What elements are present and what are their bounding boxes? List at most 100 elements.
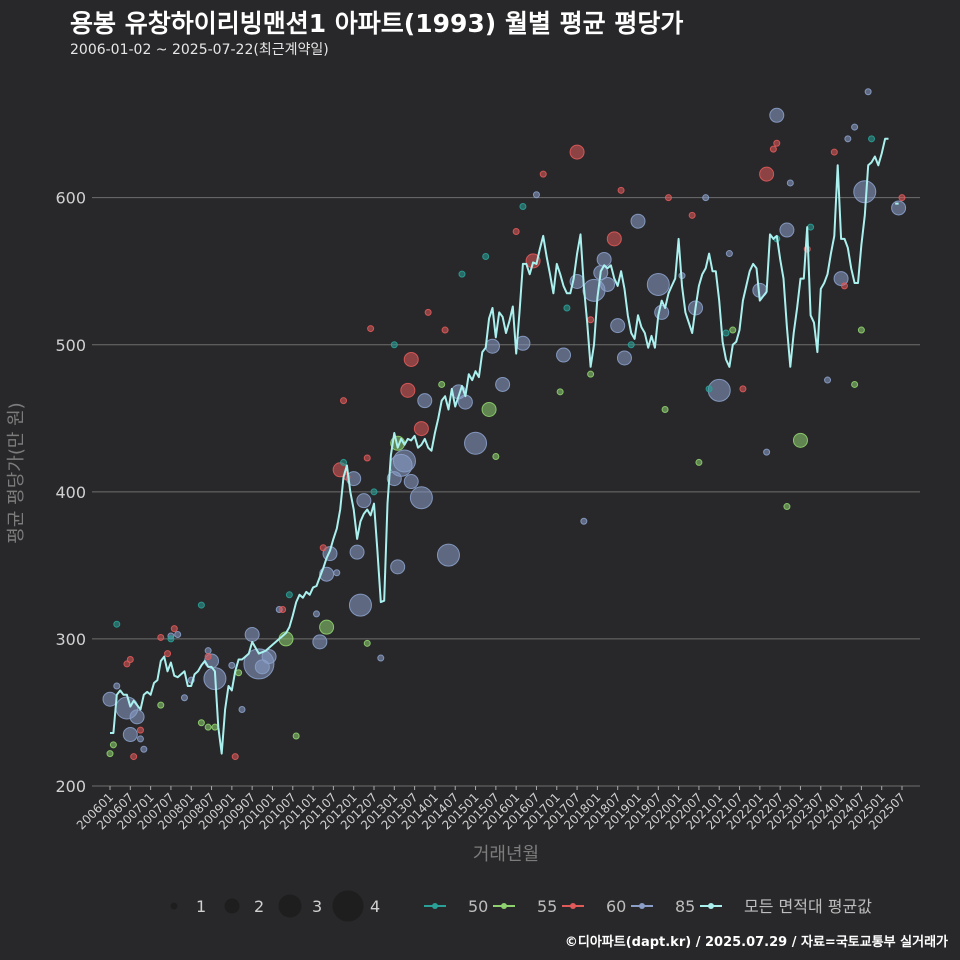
- data-point-50: [705, 385, 713, 393]
- data-point-85: [844, 135, 852, 143]
- data-point-55: [556, 388, 564, 396]
- data-point-85: [180, 694, 188, 702]
- data-point-55: [729, 326, 737, 334]
- color-legend-label: 50: [468, 897, 488, 916]
- data-point-85: [616, 350, 632, 366]
- data-point-60: [403, 351, 419, 367]
- color-legend-key: [639, 903, 645, 909]
- data-point-55: [319, 619, 335, 635]
- data-point-85: [377, 654, 385, 662]
- data-point-55: [481, 401, 497, 417]
- color-legend-label: 55: [537, 897, 557, 916]
- data-point-60: [204, 653, 212, 661]
- data-point-85: [174, 631, 182, 639]
- chart-title: 용봉 유창하이리빙맨션1 아파트(1993) 월별 평균 평당가: [70, 9, 684, 38]
- color-legend-label: 모든 면적대 평균값: [744, 897, 872, 916]
- data-point-85: [417, 393, 433, 409]
- data-point-60: [688, 211, 696, 219]
- data-point-60: [569, 144, 585, 160]
- data-point-85: [436, 543, 460, 567]
- data-point-60: [279, 606, 287, 613]
- data-point-60: [898, 194, 906, 202]
- color-legend-key: [570, 903, 576, 909]
- data-point-50: [868, 135, 876, 143]
- data-point-50: [458, 270, 466, 278]
- data-point-85: [261, 649, 277, 665]
- y-tick-label: 400: [55, 483, 86, 502]
- data-point-85: [312, 610, 320, 618]
- data-point-55: [211, 723, 219, 731]
- data-point-85: [254, 659, 270, 675]
- data-point-50: [722, 329, 730, 337]
- y-tick-label: 500: [55, 336, 86, 355]
- data-point-85: [702, 194, 710, 202]
- data-point-55: [109, 741, 117, 749]
- data-point-60: [157, 633, 165, 641]
- data-point-55: [197, 719, 205, 727]
- data-point-50: [370, 488, 378, 496]
- data-point-85: [580, 517, 588, 525]
- data-point-50: [285, 591, 293, 599]
- data-point-60: [759, 166, 775, 182]
- data-point-85: [654, 304, 670, 320]
- data-point-55: [492, 453, 500, 461]
- data-point-60: [773, 139, 781, 147]
- data-point-85: [824, 376, 832, 384]
- data-point-85: [140, 745, 148, 753]
- data-point-85: [228, 661, 236, 669]
- data-point-55: [438, 380, 446, 388]
- data-point-60: [830, 148, 838, 156]
- data-point-60: [170, 625, 178, 633]
- data-point-85: [864, 88, 872, 96]
- data-point-50: [340, 458, 348, 466]
- data-point-50: [807, 223, 815, 231]
- data-point-85: [244, 627, 260, 643]
- data-point-60: [840, 282, 848, 290]
- data-point-85: [484, 338, 500, 354]
- data-point-55: [695, 458, 703, 466]
- size-legend-label: 4: [370, 897, 380, 916]
- data-point-85: [348, 593, 372, 617]
- size-legend-key: [332, 890, 364, 922]
- chart-subtitle: 2006-01-02 ~ 2025-07-22(최근계약일): [70, 42, 329, 58]
- data-point-85: [403, 474, 419, 490]
- data-point-85: [409, 486, 433, 510]
- data-point-55: [851, 380, 859, 388]
- data-point-55: [106, 750, 114, 758]
- data-point-85: [646, 272, 670, 296]
- data-point-60: [413, 421, 429, 437]
- size-legend-label: 1: [196, 897, 206, 916]
- color-legend-label: 60: [606, 897, 626, 916]
- data-point-55: [857, 326, 865, 334]
- data-point-85: [390, 559, 406, 575]
- data-point-60: [126, 656, 134, 664]
- data-point-50: [563, 304, 571, 312]
- data-point-50: [390, 341, 398, 349]
- data-point-60: [164, 650, 172, 658]
- data-point-85: [464, 431, 488, 455]
- data-point-55: [661, 405, 669, 413]
- data-point-60: [130, 753, 138, 761]
- data-point-60: [231, 753, 239, 761]
- data-point-55: [292, 732, 300, 740]
- data-point-50: [167, 635, 175, 643]
- data-point-50: [482, 253, 490, 260]
- footer-credit: ©디아파트(dapt.kr) / 2025.07.29 / 자료=국토교통부 실…: [564, 935, 948, 950]
- data-point-60: [340, 397, 348, 405]
- data-point-60: [769, 145, 777, 153]
- data-point-85: [556, 347, 572, 363]
- data-point-60: [664, 194, 672, 202]
- color-legend-key: [432, 903, 438, 909]
- data-point-50: [113, 620, 121, 628]
- data-point-60: [441, 326, 449, 334]
- data-point-85: [779, 222, 795, 238]
- data-point-60: [424, 308, 432, 316]
- data-point-55: [157, 701, 165, 709]
- color-legend-key: [708, 903, 714, 909]
- data-point-85: [630, 213, 646, 229]
- data-point-85: [851, 123, 859, 131]
- data-point-85: [129, 709, 145, 725]
- size-legend-key: [170, 902, 178, 910]
- data-point-60: [400, 382, 416, 398]
